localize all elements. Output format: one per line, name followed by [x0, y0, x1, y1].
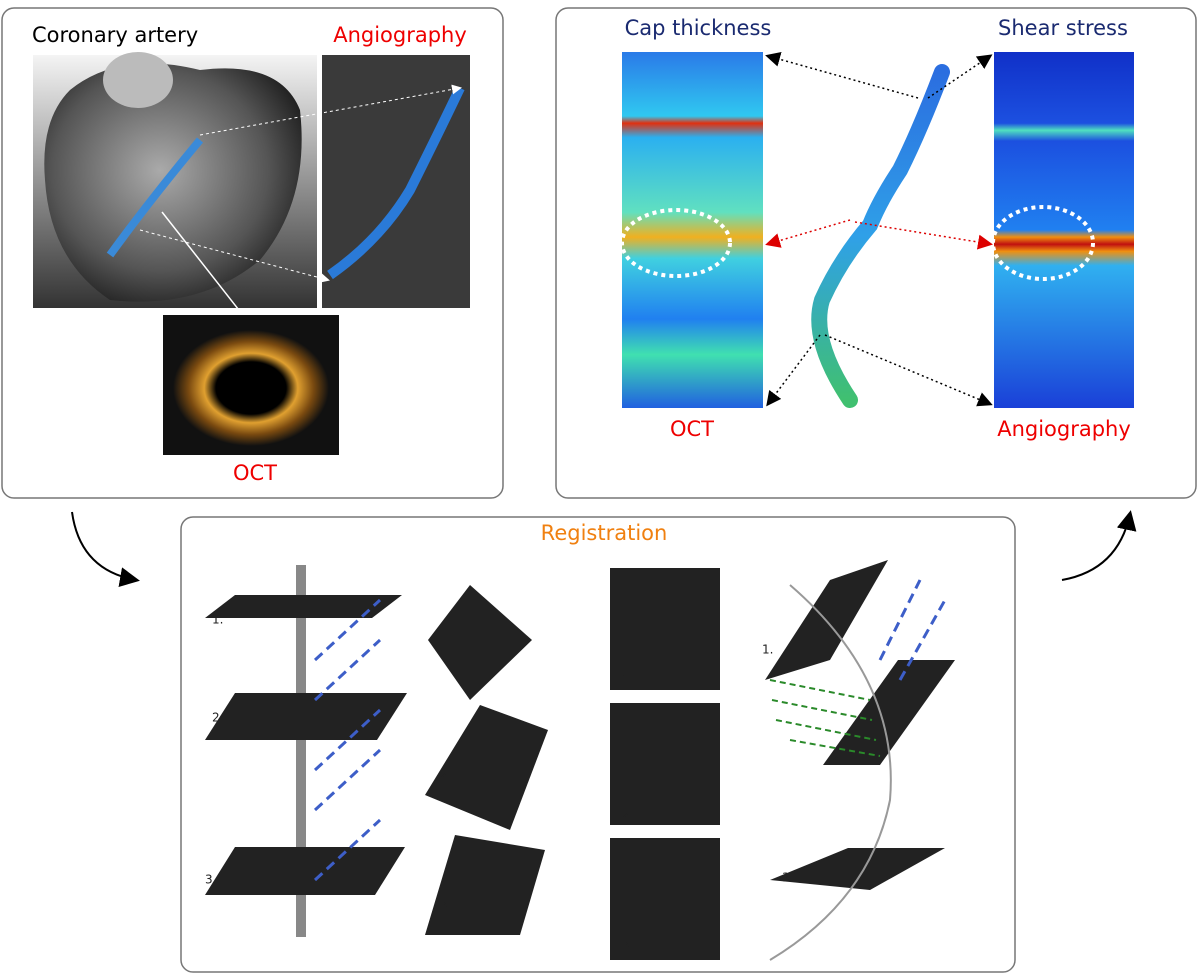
link-arrow	[199, 84, 462, 136]
link-arrow	[765, 52, 919, 99]
registration-title: Registration	[541, 521, 668, 545]
highlight	[991, 205, 1095, 281]
step-labels: 1. 2. 3. 1. 2. 3. 1. 2. 3. 1. 2. 3.	[205, 613, 843, 952]
step-label: 1.	[440, 648, 451, 662]
oct-ring	[173, 330, 329, 446]
coronary-label: Coronary artery	[32, 23, 198, 47]
step-label: 2.	[832, 751, 843, 765]
flow-arrow	[71, 511, 140, 588]
angio-vessel	[327, 85, 465, 280]
cap-thickness-label: Cap thickness	[625, 16, 772, 40]
centerline	[769, 584, 892, 961]
projection-lines	[769, 679, 881, 757]
heart	[44, 63, 302, 302]
oct-label: OCT	[233, 461, 277, 485]
slices	[205, 560, 955, 960]
shear-map	[994, 52, 1134, 408]
angiography-label: Angiography	[333, 23, 467, 47]
step-label: 3.	[440, 898, 451, 912]
flow-arrow	[1061, 510, 1137, 581]
step-label: 3.	[782, 871, 793, 885]
link-arrow	[765, 219, 851, 248]
aorta	[103, 52, 173, 108]
vessel-overlay	[106, 137, 204, 258]
highlight	[620, 208, 732, 278]
step-label: 1.	[212, 613, 223, 627]
projection-lines	[313, 579, 947, 882]
oct-label: OCT	[670, 417, 714, 441]
catheter	[296, 565, 306, 937]
step-label: 2.	[212, 711, 223, 725]
angiography-label: Angiography	[997, 417, 1131, 441]
step-label: 2.	[622, 808, 633, 822]
shear-stress-label: Shear stress	[998, 16, 1128, 40]
step-label: 2.	[440, 768, 451, 782]
step-label: 1.	[622, 673, 633, 687]
cap-map	[622, 52, 763, 408]
link-arrow	[139, 229, 330, 283]
step-label: 3.	[622, 938, 633, 952]
step-label: 1.	[762, 643, 773, 657]
step-label: 3.	[205, 873, 216, 887]
